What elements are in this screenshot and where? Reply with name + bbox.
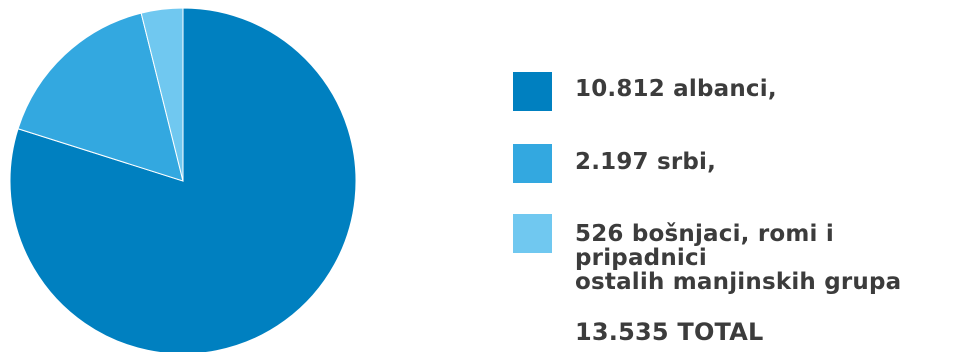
legend-label-srbi: 2.197 srbi, bbox=[575, 149, 717, 175]
legend-label-albanci: 10.812 albanci, bbox=[575, 76, 777, 102]
pie-slice-ostali bbox=[140, 7, 184, 182]
pie-slice-srbi bbox=[17, 12, 184, 182]
legend-swatch-ostali bbox=[513, 214, 552, 253]
legend-item-srbi: 2.197 srbi, bbox=[513, 144, 945, 183]
legend-swatch-srbi bbox=[513, 144, 552, 183]
legend-item-ostali: 526 bošnjaci, romi i pripadnici ostalih … bbox=[513, 214, 945, 294]
legend-label-ostali: 526 bošnjaci, romi i pripadnici ostalih … bbox=[575, 221, 902, 295]
legend-swatch-albanci bbox=[513, 72, 552, 111]
total-label: 13.535 TOTAL bbox=[575, 318, 764, 346]
legend-item-albanci: 10.812 albanci, bbox=[513, 72, 945, 111]
